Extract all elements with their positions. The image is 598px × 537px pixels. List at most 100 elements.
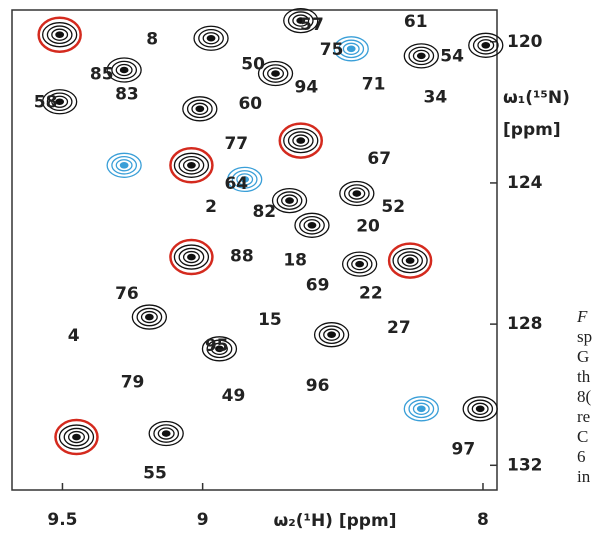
contour [392, 247, 428, 274]
y-tick-label: 128 [507, 314, 543, 334]
contour [115, 159, 133, 172]
peak-label: 79 [121, 373, 145, 393]
contour [51, 28, 69, 41]
caption-fragment: G [577, 347, 589, 366]
peak-label: 55 [143, 463, 167, 483]
contour [187, 253, 196, 261]
contour [472, 36, 499, 55]
contour [173, 152, 210, 178]
contour [416, 405, 426, 413]
contour [287, 11, 314, 30]
contour [307, 222, 317, 229]
contour [296, 17, 306, 24]
contour [111, 60, 138, 80]
contour [257, 60, 294, 87]
contour [481, 42, 491, 49]
y-tick-label: 120 [507, 32, 543, 52]
y-tick-label: 132 [507, 455, 543, 475]
contour [292, 14, 310, 27]
contour [231, 170, 258, 189]
contour [338, 39, 365, 59]
contour [195, 105, 205, 113]
peak-label: 18 [283, 251, 307, 271]
highlight-circle [169, 238, 214, 276]
contour [55, 98, 65, 106]
peak-label: 76 [115, 284, 139, 304]
peak-label: 88 [230, 246, 254, 266]
contour [187, 162, 196, 169]
contour [173, 244, 210, 270]
caption-fragment: th [577, 367, 591, 386]
contour [131, 304, 168, 330]
contour [296, 137, 306, 144]
peak-label: 95 [205, 336, 229, 356]
contour [182, 250, 200, 264]
y-axis-label: ω₁(¹⁵N) [503, 88, 570, 108]
caption-fragment: 6 [577, 447, 586, 466]
caption-fragment: in [577, 467, 591, 486]
peak-label: 58 [34, 92, 58, 112]
contour [178, 247, 205, 267]
contour [342, 42, 360, 55]
contour [475, 405, 485, 413]
peak-label: 4 [68, 326, 80, 346]
peak-label: 75 [320, 40, 344, 60]
peak-label: 22 [359, 283, 383, 303]
contour [55, 31, 65, 38]
contour [327, 331, 336, 338]
highlight-circle [37, 16, 82, 53]
contour [262, 64, 289, 83]
contour [346, 254, 373, 274]
contour [111, 156, 138, 175]
contour [408, 46, 435, 66]
contour [294, 212, 330, 238]
x-axis-label: ω₂(¹H) [ppm] [274, 511, 397, 531]
contour [412, 402, 430, 415]
plot-frame [11, 9, 498, 491]
contour [292, 134, 310, 147]
peak-label: 27 [387, 318, 411, 338]
contour [405, 257, 415, 264]
contour [63, 427, 90, 447]
contour [193, 25, 229, 51]
contour [215, 345, 224, 353]
contour [352, 190, 362, 197]
peak-label: 54 [440, 47, 464, 67]
contour [346, 45, 356, 53]
contour [51, 95, 69, 108]
contour [403, 396, 439, 422]
contour [471, 402, 489, 415]
contour [339, 180, 375, 207]
peak-label: 49 [222, 386, 246, 406]
peak-label: 71 [362, 74, 386, 94]
contour [153, 424, 180, 443]
highlight-circle [169, 147, 214, 184]
contour [206, 339, 233, 359]
contour [68, 430, 85, 444]
peak-label: 69 [306, 275, 330, 295]
peak-label: 20 [356, 217, 380, 237]
peak-label: 85 [90, 65, 114, 85]
contour [119, 66, 129, 74]
peak-label: 50 [241, 55, 265, 75]
highlight-circle [54, 418, 99, 456]
contour [72, 433, 81, 441]
contour [240, 176, 250, 183]
peak-label: 67 [367, 149, 391, 169]
peak-label: 15 [258, 310, 282, 330]
contour [202, 32, 220, 45]
peak-label: 60 [238, 94, 262, 114]
caption-fragment: sp [577, 327, 592, 346]
contour [318, 325, 345, 344]
contour [403, 43, 439, 69]
peak-label: 57 [300, 15, 324, 35]
contour [408, 399, 435, 419]
contour [227, 166, 263, 193]
peak-label: 8 [146, 30, 158, 50]
contour [106, 152, 142, 178]
peak-label: 94 [295, 78, 319, 98]
contour [157, 427, 175, 440]
contour [467, 399, 494, 419]
peak-label: 52 [381, 197, 405, 217]
